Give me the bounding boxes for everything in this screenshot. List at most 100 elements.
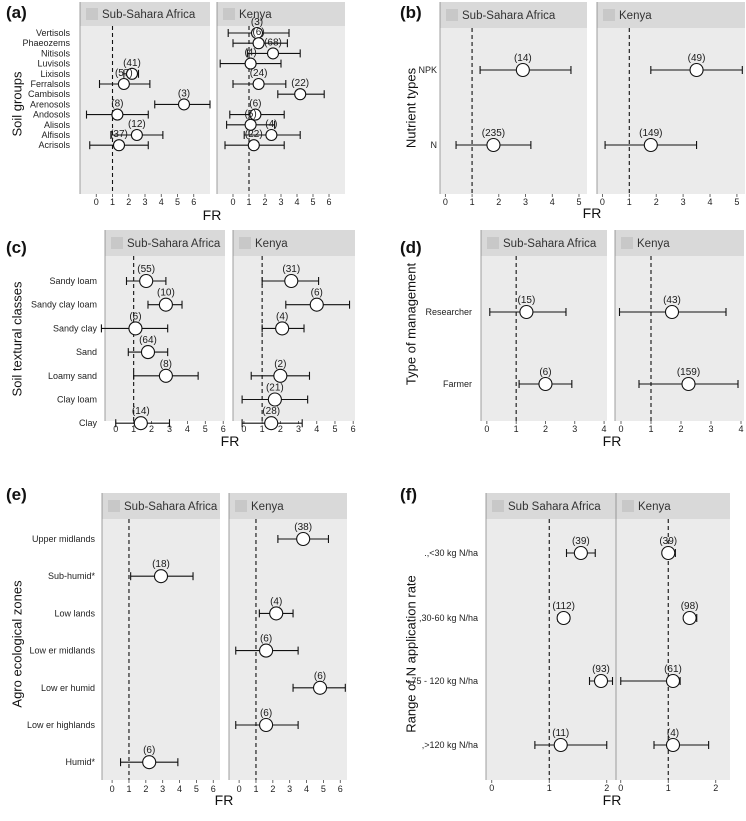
chart-2: (c) Soil textural classes FR Sandy loam Sand… <box>6 230 356 449</box>
x-tick-label: 1 <box>131 424 136 434</box>
sample-size-label: (22) <box>245 129 263 140</box>
data-point <box>275 321 290 336</box>
panel-background <box>440 2 587 194</box>
category-label: Upper midlands <box>32 534 96 544</box>
x-tick-label: 1 <box>627 197 632 207</box>
x-tick-label: 5 <box>310 197 315 207</box>
category-label: Low er midlands <box>29 646 95 656</box>
data-point <box>112 139 126 152</box>
facet-panel-0: Sub-Sahara Africa 0 1 2 3 4 5 6 (41)(57) (3) (8) (1… <box>79 2 211 207</box>
x-tick-label: 1 <box>126 784 131 794</box>
sample-size-label: (8) <box>111 99 123 110</box>
facet-panel-0: Sub Sahara Africa 0 1 2 (39) (112) (93) (11) <box>485 493 624 793</box>
facet-strip <box>233 230 355 256</box>
x-tick-label: 3 <box>142 197 147 207</box>
facet-panel-1: Kenya 0 1 2 3 4 5 6 (38) (4) (6) (6) (6) <box>228 493 347 794</box>
sample-size-label: (24) <box>250 68 268 79</box>
x-tick-label: 0 <box>443 197 448 207</box>
category-label: NPK <box>418 65 437 75</box>
data-point <box>247 139 260 152</box>
x-tick-label: 0 <box>237 784 242 794</box>
category-label: Alisols <box>44 120 71 130</box>
panel-background <box>616 493 730 780</box>
category-label: Nitisols <box>41 48 71 58</box>
facet-title: Kenya <box>251 501 284 513</box>
x-tick-label: 5 <box>203 424 208 434</box>
data-point <box>177 98 191 111</box>
panel-background <box>229 493 347 780</box>
facet-strip <box>597 2 745 28</box>
data-point <box>125 67 139 80</box>
y-axis-title: Agro ecological zones <box>9 580 24 708</box>
data-point <box>682 610 697 626</box>
x-tick-label: 2 <box>278 424 283 434</box>
category-label: Sandy clay loam <box>31 300 97 310</box>
facet-title: Kenya <box>637 238 670 250</box>
sample-size-label: (15) <box>518 295 536 306</box>
data-point <box>158 297 173 312</box>
x-tick-label: 3 <box>572 424 577 434</box>
data-point <box>265 128 278 142</box>
data-point <box>665 673 681 689</box>
category-label: Low er humid <box>41 683 95 693</box>
category-label: Lixisols <box>40 69 70 79</box>
sample-size-label: (28) <box>262 406 280 417</box>
sample-size-label: (159) <box>677 367 700 378</box>
x-axis-title: FR <box>603 433 622 449</box>
data-point <box>111 108 124 121</box>
sample-size-label: (41) <box>123 58 141 69</box>
sample-size-label: (6) <box>311 288 323 299</box>
x-tick-label: 2 <box>713 783 718 793</box>
sample-size-label: (149) <box>639 128 662 139</box>
category-label: Sub-humid* <box>48 571 96 581</box>
x-tick-label: 1 <box>514 424 519 434</box>
sample-size-label: (49) <box>688 53 706 64</box>
data-point <box>252 77 265 91</box>
y-axis-title: Soil textural classes <box>9 281 24 396</box>
strip-marker <box>622 500 634 512</box>
panel-label: (f) <box>400 485 417 504</box>
x-tick-label: 3 <box>681 197 686 207</box>
sample-size-label: (22) <box>291 78 309 89</box>
category-label: Sandy clay <box>53 323 98 333</box>
x-tick-label: 4 <box>314 424 319 434</box>
y-axis-title: Nutrient types <box>403 67 418 148</box>
category-label: Farmer <box>443 379 472 389</box>
x-tick-label: 0 <box>94 197 99 207</box>
x-tick-label: 3 <box>708 424 713 434</box>
x-tick-label: 0 <box>230 197 235 207</box>
data-point <box>294 88 307 101</box>
x-tick-label: 4 <box>159 197 164 207</box>
sample-size-label: (14) <box>514 53 532 64</box>
x-tick-label: 4 <box>708 197 713 207</box>
x-tick-label: 3 <box>160 784 165 794</box>
facet-title: Kenya <box>239 9 272 21</box>
data-point <box>573 545 588 561</box>
facet-panel-0: Sub-Sahara Africa 0 1 2 3 4 5 (14) (235) <box>439 2 587 207</box>
facet-title: Kenya <box>638 501 671 513</box>
x-axis-title: FR <box>221 433 240 449</box>
facet-strip <box>440 2 587 28</box>
facet-panel-0: Sub-Sahara Africa 0 1 2 3 4 (15) (6) <box>480 230 607 434</box>
x-tick-label: 0 <box>241 424 246 434</box>
x-tick-label: 3 <box>523 197 528 207</box>
sample-size-label: (39) <box>572 536 590 547</box>
facet-strip <box>217 2 345 26</box>
data-point <box>259 643 274 658</box>
sample-size-label: (39) <box>659 536 677 547</box>
x-tick-label: 1 <box>246 197 251 207</box>
x-tick-label: 6 <box>338 784 343 794</box>
facet-title: Kenya <box>255 238 288 250</box>
facet-strip <box>80 2 210 26</box>
data-point <box>140 345 156 360</box>
sample-size-label: (6) <box>249 99 261 110</box>
strip-marker <box>108 500 120 512</box>
data-point <box>252 37 265 50</box>
facet-title: Sub-Sahara Africa <box>102 9 196 21</box>
panel-background <box>481 230 607 421</box>
sample-size-label: (2) <box>274 359 286 370</box>
panel-label: (e) <box>6 485 27 504</box>
data-point <box>643 137 658 153</box>
x-tick-label: 0 <box>110 784 115 794</box>
